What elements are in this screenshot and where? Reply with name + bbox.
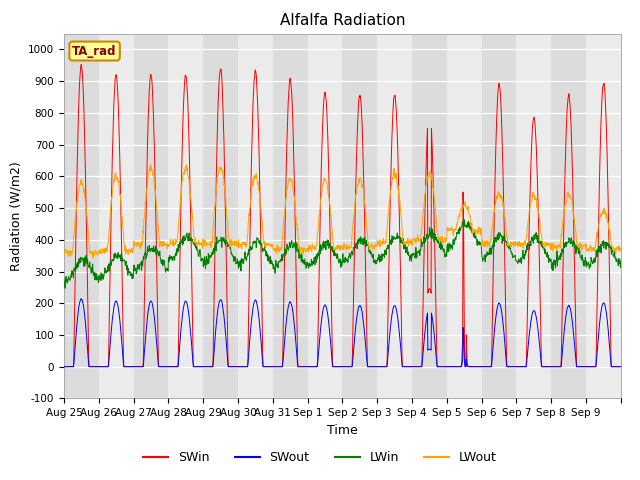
LWout xyxy=(328,232,336,238)
SWout xyxy=(556,364,563,370)
Text: TA_rad: TA_rad xyxy=(72,45,117,58)
LWin xyxy=(328,248,336,253)
X-axis label: Time: Time xyxy=(327,424,358,437)
SWin xyxy=(60,364,68,370)
Bar xyxy=(481,34,516,398)
SWout xyxy=(60,364,68,370)
LWin xyxy=(461,217,468,223)
Bar xyxy=(342,34,377,398)
SWout xyxy=(610,364,618,370)
LWin xyxy=(474,239,482,244)
SWin xyxy=(617,364,625,370)
LWin xyxy=(617,257,625,263)
SWin xyxy=(148,74,156,80)
Bar xyxy=(447,34,481,398)
LWout xyxy=(474,228,482,233)
Bar xyxy=(308,34,342,398)
SWout xyxy=(617,364,625,370)
LWout xyxy=(148,167,156,173)
Legend: SWin, SWout, LWin, LWout: SWin, SWout, LWin, LWout xyxy=(138,446,502,469)
LWin xyxy=(148,245,156,251)
SWout xyxy=(317,317,325,323)
LWout xyxy=(89,255,97,261)
SWin xyxy=(317,156,325,162)
SWin xyxy=(328,334,336,340)
Title: Alfalfa Radiation: Alfalfa Radiation xyxy=(280,13,405,28)
LWout xyxy=(60,249,68,255)
Bar xyxy=(516,34,551,398)
SWout xyxy=(77,296,85,301)
Bar xyxy=(99,34,134,398)
SWin xyxy=(474,364,482,370)
Bar xyxy=(204,34,238,398)
LWin xyxy=(317,247,325,252)
SWin xyxy=(77,61,85,67)
LWin xyxy=(60,276,68,282)
Line: LWout: LWout xyxy=(64,165,621,258)
LWin xyxy=(61,286,69,291)
SWout xyxy=(328,357,336,363)
LWout xyxy=(147,162,155,168)
Bar xyxy=(586,34,621,398)
SWout xyxy=(474,364,482,370)
Line: LWin: LWin xyxy=(64,220,621,288)
Bar xyxy=(377,34,412,398)
Bar xyxy=(551,34,586,398)
LWout xyxy=(318,190,326,195)
Bar xyxy=(273,34,308,398)
LWin xyxy=(611,254,618,260)
LWin xyxy=(556,252,564,258)
SWin xyxy=(556,364,563,370)
Y-axis label: Radiation (W/m2): Radiation (W/m2) xyxy=(10,161,22,271)
SWout xyxy=(148,299,156,304)
Bar xyxy=(64,34,99,398)
Bar xyxy=(412,34,447,398)
Bar xyxy=(238,34,273,398)
Line: SWin: SWin xyxy=(64,64,621,367)
LWout xyxy=(617,245,625,251)
SWin xyxy=(610,364,618,370)
Bar xyxy=(134,34,168,398)
Line: SWout: SWout xyxy=(64,299,621,367)
LWout xyxy=(611,249,618,254)
Bar xyxy=(168,34,204,398)
LWout xyxy=(556,242,564,248)
